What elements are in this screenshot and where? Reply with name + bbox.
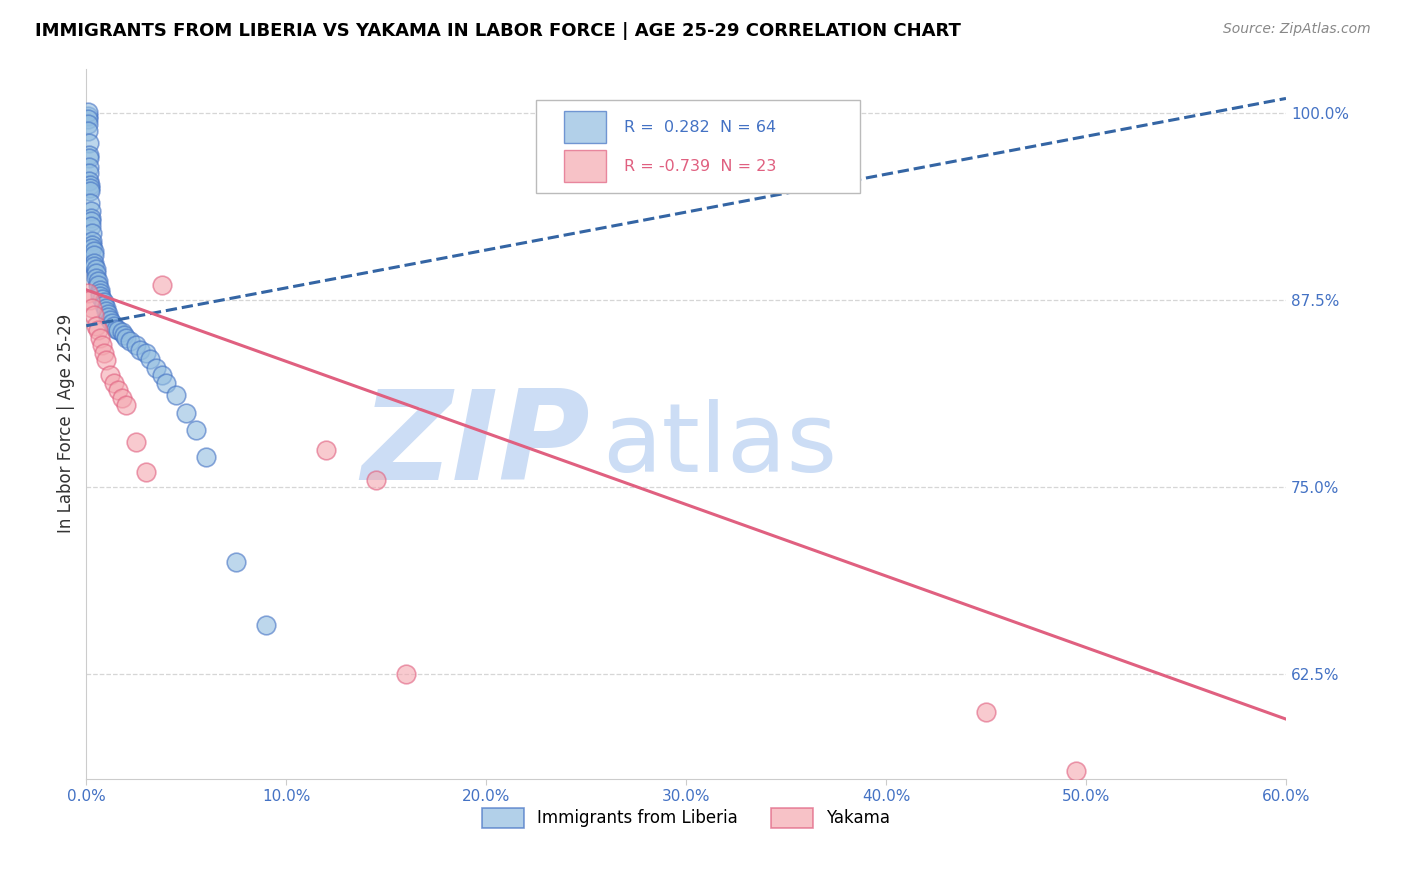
Point [97, 307, 120, 321]
Point [84, 271, 107, 285]
Point [98, 368, 121, 383]
Point [315, 442, 337, 457]
Point [80, 214, 103, 228]
Point [125, 338, 148, 352]
Point [82, 241, 104, 255]
Point [974, 705, 997, 719]
Point [83, 308, 105, 322]
Point [82, 238, 104, 252]
Point [112, 327, 135, 342]
Point [96, 353, 118, 368]
Point [89, 331, 111, 345]
Legend: Immigrants from Liberia, Yakama: Immigrants from Liberia, Yakama [475, 801, 897, 835]
Point [145, 360, 167, 375]
Point [96, 303, 118, 318]
Point [83, 244, 105, 258]
Y-axis label: In Labor Force | Age 25-29: In Labor Force | Age 25-29 [58, 314, 75, 533]
Point [111, 325, 134, 339]
Point [98, 312, 121, 326]
Point [91, 292, 114, 306]
Point [77, 109, 100, 123]
Point [254, 618, 277, 632]
Point [77, 136, 100, 151]
Point [89, 285, 111, 300]
Point [135, 466, 157, 480]
Point [79, 196, 101, 211]
Point [79, 293, 101, 308]
Point [120, 334, 142, 348]
Point [84, 267, 107, 281]
Point [77, 112, 100, 127]
Point [150, 368, 173, 383]
Point [77, 151, 100, 165]
Point [111, 391, 134, 405]
Point [115, 398, 138, 412]
Point [195, 450, 218, 465]
Point [77, 117, 100, 131]
Point [83, 256, 105, 270]
Point [84, 318, 107, 333]
Point [96, 301, 118, 315]
Point [89, 289, 111, 303]
Point [82, 234, 104, 248]
Point [83, 259, 105, 273]
Point [87, 323, 110, 337]
Point [91, 338, 114, 352]
Point [97, 310, 120, 324]
Point [174, 405, 197, 419]
Point [101, 316, 124, 330]
Point [80, 211, 103, 225]
Point [165, 387, 187, 401]
Point [77, 104, 100, 119]
Point [83, 248, 105, 262]
Point [129, 343, 152, 357]
Point [77, 285, 100, 300]
Point [93, 294, 115, 309]
Point [139, 351, 162, 366]
Point [79, 181, 101, 195]
Point [80, 219, 103, 233]
Point [79, 160, 101, 174]
Point [103, 376, 125, 390]
Point [77, 124, 100, 138]
Text: ZIP: ZIP [361, 384, 591, 506]
FancyBboxPatch shape [564, 150, 606, 182]
Point [89, 283, 111, 297]
FancyBboxPatch shape [536, 101, 860, 193]
Point [135, 345, 157, 359]
Point [107, 383, 129, 397]
Point [155, 376, 177, 390]
Point [82, 301, 104, 315]
Point [79, 174, 101, 188]
Text: R = -0.739  N = 23: R = -0.739 N = 23 [624, 159, 776, 174]
Point [93, 298, 115, 312]
Point [87, 274, 110, 288]
Point [93, 345, 115, 359]
Point [186, 424, 208, 438]
FancyBboxPatch shape [564, 112, 606, 143]
Point [105, 322, 128, 336]
Point [395, 667, 418, 681]
Point [107, 323, 129, 337]
Point [77, 148, 100, 162]
Point [103, 318, 125, 333]
Point [125, 435, 148, 450]
Point [79, 166, 101, 180]
Point [225, 555, 247, 569]
Text: atlas: atlas [602, 399, 838, 491]
Point [80, 203, 103, 218]
Text: R =  0.282  N = 64: R = 0.282 N = 64 [624, 120, 776, 135]
Point [79, 184, 101, 198]
Point [79, 178, 101, 193]
Point [150, 278, 173, 293]
Point [82, 226, 104, 240]
Text: Source: ZipAtlas.com: Source: ZipAtlas.com [1223, 22, 1371, 37]
Point [115, 331, 138, 345]
Point [366, 473, 388, 487]
Point [1064, 764, 1087, 779]
Text: IMMIGRANTS FROM LIBERIA VS YAKAMA IN LABOR FORCE | AGE 25-29 CORRELATION CHART: IMMIGRANTS FROM LIBERIA VS YAKAMA IN LAB… [35, 22, 962, 40]
Point [87, 278, 110, 293]
Point [84, 261, 107, 276]
